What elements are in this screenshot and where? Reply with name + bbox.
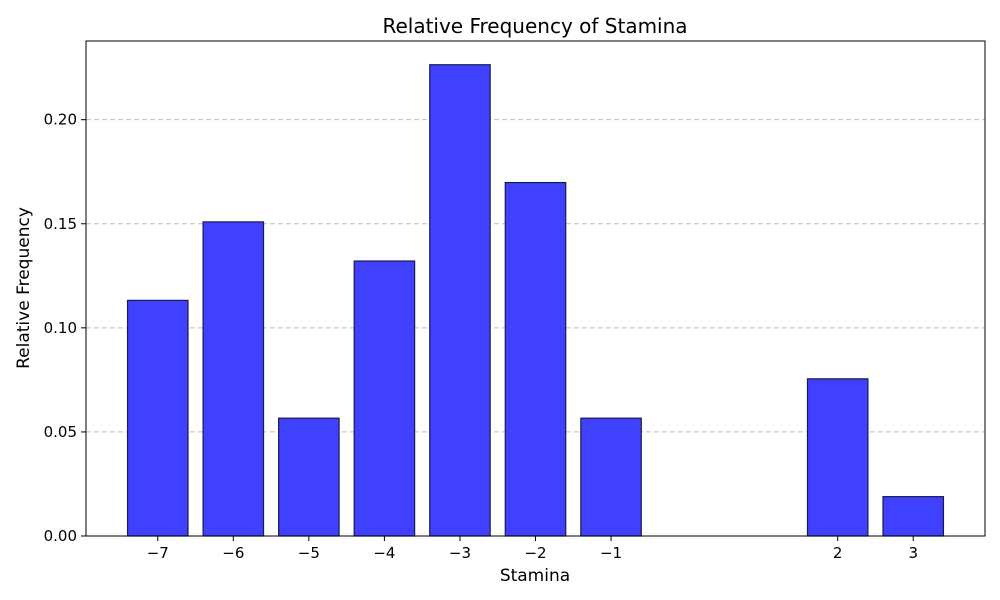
bar (429, 64, 491, 537)
bar (353, 260, 416, 537)
x-tick-label: −6 (222, 544, 244, 562)
y-tick-label: 0.10 (44, 319, 77, 337)
bar (580, 417, 642, 537)
y-tick-label: 0.20 (44, 111, 77, 129)
x-tick-label: −2 (524, 544, 546, 562)
x-axis-label: Stamina (500, 566, 570, 586)
y-tick-label: 0.00 (44, 527, 77, 545)
y-tick-label: 0.15 (44, 215, 77, 233)
x-tick-label: 3 (908, 544, 918, 562)
x-tick-label: −1 (600, 544, 622, 562)
chart-title: Relative Frequency of Stamina (382, 14, 687, 38)
x-tick-label: −3 (449, 544, 471, 562)
x-tick-label: −4 (373, 544, 395, 562)
bar (202, 221, 265, 537)
bar (882, 496, 945, 537)
bar (278, 417, 340, 537)
x-tick-label: 2 (833, 544, 843, 562)
x-axis-ticks: −7 −6 −5 −4 −3 −2 −1 2 3 (147, 536, 918, 562)
x-tick-label: −7 (147, 544, 169, 562)
x-tick-label: −5 (298, 544, 320, 562)
y-tick-label: 0.05 (44, 423, 77, 441)
y-axis-ticks: 0.00 0.05 0.10 0.15 0.20 (44, 111, 86, 545)
bar (126, 299, 189, 537)
bars (126, 64, 945, 537)
y-axis-label: Relative Frequency (14, 207, 34, 369)
bar (806, 378, 869, 537)
bar (504, 181, 567, 537)
